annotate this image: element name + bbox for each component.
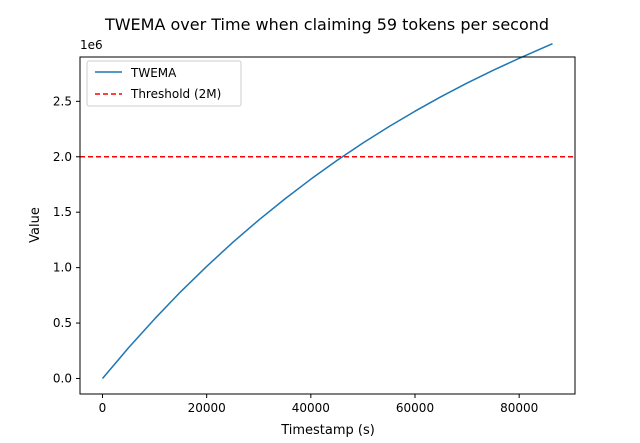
y-tick-label: 2.5 (53, 94, 72, 108)
y-tick-label: 0.5 (53, 316, 72, 330)
series-line-twema (101, 43, 553, 379)
legend-label-threshold: Threshold (2M) (130, 87, 221, 101)
y-axis-label: Value (28, 207, 43, 243)
x-tick-label: 60000 (396, 401, 434, 415)
chart-title: TWEMA over Time when claiming 59 tokens … (104, 15, 549, 34)
axes-frame (79, 56, 576, 395)
y-tick-label: 0.0 (53, 371, 72, 385)
legend: TWEMA Threshold (2M) (86, 60, 242, 107)
y-tick-label: 1.0 (53, 261, 72, 275)
y-axis-ticks: 0.0 0.5 1.0 1.5 2.0 2.5 (53, 94, 80, 385)
x-axis-label: Timestamp (s) (280, 423, 375, 438)
y-axis-scale-label: 1e6 (80, 38, 103, 52)
y-tick-label: 2.0 (53, 150, 72, 164)
x-axis-ticks: 0 20000 40000 60000 80000 (99, 394, 538, 415)
legend-box (86, 60, 242, 107)
legend-label-twema: TWEMA (130, 66, 177, 80)
x-tick-label: 40000 (292, 401, 330, 415)
x-tick-label: 80000 (500, 401, 538, 415)
x-tick-label: 20000 (188, 401, 226, 415)
x-tick-label: 0 (99, 401, 107, 415)
y-tick-label: 1.5 (53, 205, 72, 219)
series-lines (101, 43, 553, 379)
